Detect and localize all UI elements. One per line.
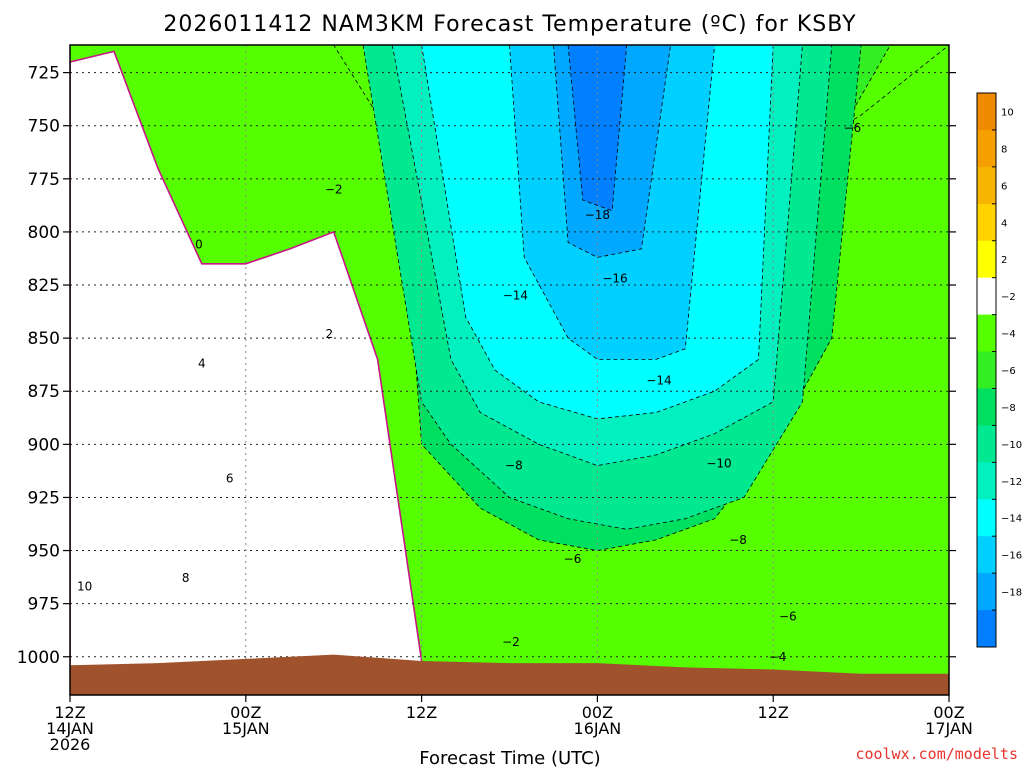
contour-label: 8	[182, 571, 190, 585]
y-tick-label: 925	[28, 488, 60, 508]
contour-label: −8	[505, 459, 523, 473]
contour-label: −8	[729, 533, 747, 547]
x-tick-label: 17JAN	[925, 719, 973, 738]
colorbar-tick-label: −14	[1001, 514, 1022, 525]
y-tick-label: 875	[28, 382, 60, 402]
y-tick-label: 725	[28, 64, 60, 84]
colorbar-tick-label: −10	[1001, 440, 1022, 451]
colorbar-tick-label: 10	[1001, 107, 1014, 118]
y-tick-label: 750	[28, 117, 60, 137]
x-tick-label: 12Z	[54, 703, 85, 722]
y-tick-label: 825	[28, 276, 60, 296]
contour-label: −18	[585, 208, 610, 222]
contour-label: 2	[325, 327, 333, 341]
contour-label: −2	[325, 182, 343, 196]
contour-label: 10	[77, 580, 92, 594]
colorbar-tick-label: −6	[1001, 366, 1016, 377]
colorbar-tick-label: 6	[1001, 181, 1007, 192]
colorbar-swatch	[977, 129, 996, 168]
temp-band--20-to--18	[567, 45, 628, 212]
colorbar-swatch	[977, 536, 996, 574]
x-tick-label: 12Z	[758, 703, 789, 722]
colorbar-tick-label: −8	[1001, 403, 1016, 414]
colorbar-swatch	[977, 573, 996, 611]
y-tick-label: 975	[28, 595, 60, 615]
contour-label: −10	[706, 456, 731, 470]
contour-labels: −2 0 2 4 6 8 10 −14 −18 −16 −14 −8 −10 −8 −6 −6 −6 −2 −4	[77, 121, 861, 664]
colorbar-swatch	[977, 499, 996, 537]
y-tick-label: 800	[28, 223, 60, 243]
colorbar-tick-label: −4	[1001, 329, 1016, 340]
y-tick-label: 950	[28, 542, 60, 562]
y-tick-label: 900	[28, 435, 60, 455]
x-tick-label: 12Z	[406, 703, 437, 722]
contour-label: 6	[226, 471, 234, 485]
colorbar-swatch	[977, 93, 996, 131]
plot-frame	[69, 44, 950, 696]
colorbar-swatch	[977, 314, 996, 353]
terrain-below-surface	[70, 654, 949, 695]
colorbar-swatch	[977, 166, 996, 205]
x-tick-label: 2026	[50, 735, 91, 754]
grid-lines	[70, 45, 949, 695]
colorbar-tick-label: −16	[1001, 551, 1022, 562]
x-tick-label: 15JAN	[222, 719, 270, 738]
contour-label: −6	[564, 552, 582, 566]
contour-label: 0	[195, 238, 203, 252]
pressure-axis: 725 750 775 800 825 850 875 900 925 950 975 1000	[17, 64, 956, 668]
contour-label: −2	[502, 635, 520, 649]
chart-title: 2026011412 NAM3KM Forecast Temperature (…	[163, 12, 856, 37]
colorbar-swatch	[977, 277, 996, 316]
colorbar-tick-label: 8	[1001, 144, 1007, 155]
x-tick-label: 00Z	[582, 703, 613, 722]
x-tick-label: 14JAN	[46, 719, 94, 738]
terrain	[70, 654, 949, 695]
y-tick-label: 1000	[17, 648, 60, 668]
colorbar-tick-label: 4	[1001, 218, 1007, 229]
contour-label: −4	[769, 650, 787, 664]
y-tick-label: 775	[28, 170, 60, 190]
credit-text: coolwx.com/modelts	[855, 745, 1018, 763]
colorbar: 10 8 6 4 2 −2 −4 −6 −8 −10 −12 −14 −16 −18	[976, 92, 1022, 648]
colorbar-swatch	[977, 240, 996, 279]
x-axis-label: Forecast Time (UTC)	[419, 748, 600, 768]
contour-label: −6	[843, 121, 861, 135]
contour-label: −16	[602, 272, 627, 286]
colorbar-swatch	[977, 203, 996, 242]
colorbar-swatch	[977, 388, 996, 426]
contour-label: −6	[779, 609, 797, 623]
colorbar-swatch	[977, 610, 996, 648]
colorbar-tick-label: −18	[1001, 588, 1022, 599]
colorbar-swatch	[977, 425, 996, 463]
colorbar-swatch	[977, 351, 996, 389]
colorbar-swatch	[977, 462, 996, 500]
colorbar-tick-label: 2	[1001, 255, 1007, 266]
colorbar-frame	[976, 92, 997, 648]
x-tick-label: 16JAN	[574, 719, 622, 738]
y-tick-label: 850	[28, 329, 60, 349]
colorbar-tick-label: −12	[1001, 477, 1022, 488]
x-tick-label: 00Z	[933, 703, 964, 722]
contour-label: −14	[646, 374, 671, 388]
contour-label: 4	[198, 357, 206, 371]
contour-label: −14	[503, 289, 528, 303]
x-tick-label: 00Z	[230, 703, 261, 722]
colorbar-tick-label: −2	[1001, 292, 1016, 303]
